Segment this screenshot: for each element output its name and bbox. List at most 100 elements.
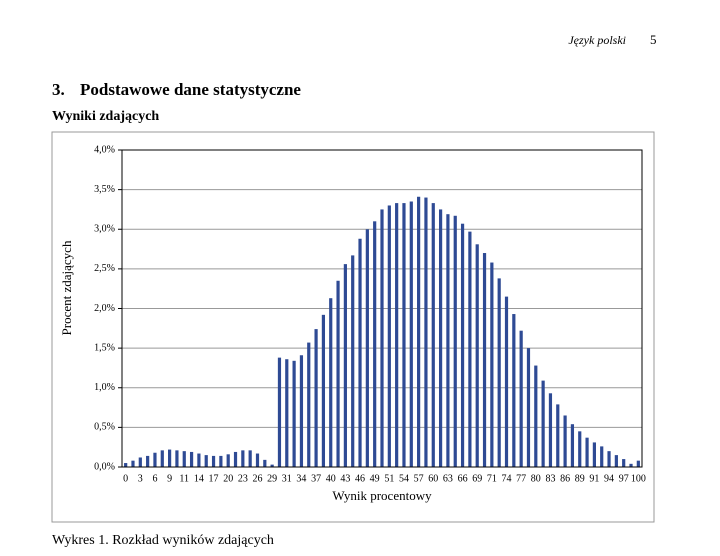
caption: Wykres 1. Rozkład wyników zdających bbox=[52, 533, 274, 548]
y-axis-label: Procent zdających bbox=[59, 240, 74, 335]
bar bbox=[585, 437, 589, 467]
bar bbox=[409, 201, 413, 467]
x-tick-label: 74 bbox=[502, 473, 512, 484]
bar bbox=[329, 298, 333, 467]
bar bbox=[248, 450, 252, 467]
bar bbox=[468, 231, 472, 467]
bar bbox=[446, 214, 450, 467]
header-subject: Język polski bbox=[568, 33, 626, 47]
bar bbox=[351, 255, 355, 467]
bar bbox=[453, 215, 457, 467]
bar bbox=[497, 278, 501, 467]
bar bbox=[570, 424, 575, 467]
bar bbox=[255, 453, 260, 467]
x-tick-label: 60 bbox=[428, 473, 438, 484]
x-tick-label: 31 bbox=[282, 473, 292, 484]
x-tick-label: 0 bbox=[123, 473, 128, 484]
x-tick-label: 86 bbox=[560, 473, 570, 484]
page-number: 5 bbox=[650, 32, 657, 47]
x-tick-label: 3 bbox=[138, 473, 143, 484]
bar bbox=[358, 238, 362, 467]
x-tick-label: 37 bbox=[311, 473, 321, 484]
bar bbox=[548, 393, 553, 467]
bar bbox=[270, 464, 274, 467]
x-tick-label: 11 bbox=[179, 473, 189, 484]
bar bbox=[395, 203, 399, 467]
bar bbox=[233, 451, 238, 467]
x-tick-label: 91 bbox=[589, 473, 599, 484]
bar bbox=[160, 450, 164, 467]
bar bbox=[607, 451, 611, 467]
bar bbox=[534, 365, 538, 467]
y-tick-label: 1,0% bbox=[94, 382, 115, 393]
bar bbox=[314, 329, 318, 467]
bar bbox=[292, 360, 296, 467]
bar bbox=[556, 404, 560, 467]
bar bbox=[614, 455, 618, 467]
bar bbox=[490, 262, 494, 467]
bar bbox=[431, 203, 435, 467]
bar bbox=[592, 442, 596, 467]
x-tick-label: 83 bbox=[545, 473, 555, 484]
x-tick-label: 6 bbox=[152, 473, 157, 484]
x-tick-label: 34 bbox=[296, 473, 306, 484]
x-tick-label: 63 bbox=[443, 473, 453, 484]
bar bbox=[321, 314, 326, 467]
bar bbox=[343, 264, 347, 467]
bar bbox=[263, 459, 267, 467]
bar bbox=[124, 463, 128, 467]
bar bbox=[182, 451, 186, 467]
x-tick-label: 29 bbox=[267, 473, 277, 484]
x-tick-label: 71 bbox=[487, 473, 497, 484]
bar bbox=[475, 244, 479, 467]
x-tick-label: 23 bbox=[238, 473, 248, 484]
bar bbox=[241, 450, 245, 467]
section-title: Podstawowe dane statystyczne bbox=[80, 80, 301, 99]
bar bbox=[504, 296, 509, 467]
bar bbox=[285, 359, 289, 467]
x-tick-label: 97 bbox=[619, 473, 629, 484]
bar bbox=[189, 451, 194, 467]
x-tick-label: 9 bbox=[167, 473, 172, 484]
y-tick-label: 0,0% bbox=[94, 461, 115, 472]
bar bbox=[211, 455, 216, 467]
x-tick-label: 100 bbox=[631, 473, 646, 484]
x-axis-label: Wynik procentowy bbox=[332, 488, 432, 503]
bar bbox=[204, 455, 208, 467]
bar bbox=[629, 463, 633, 467]
x-tick-label: 54 bbox=[399, 473, 409, 484]
x-tick-label: 26 bbox=[252, 473, 262, 484]
bar bbox=[299, 355, 304, 467]
y-tick-label: 0,5% bbox=[94, 422, 115, 433]
x-tick-label: 80 bbox=[531, 473, 541, 484]
x-tick-label: 89 bbox=[575, 473, 585, 484]
bar bbox=[365, 229, 369, 467]
y-tick-label: 3,0% bbox=[94, 224, 115, 235]
y-tick-label: 1,5% bbox=[94, 342, 115, 353]
x-tick-label: 57 bbox=[414, 473, 424, 484]
chart-frame bbox=[51, 131, 655, 523]
bar bbox=[578, 431, 582, 467]
subtitle: Wyniki zdających bbox=[52, 109, 159, 124]
x-tick-label: 20 bbox=[223, 473, 233, 484]
x-tick-label: 51 bbox=[384, 473, 394, 484]
bar bbox=[622, 459, 626, 467]
bar bbox=[563, 415, 567, 467]
x-tick-label: 46 bbox=[355, 473, 365, 484]
bar bbox=[168, 449, 172, 467]
x-tick-label: 49 bbox=[370, 473, 380, 484]
x-tick-label: 43 bbox=[340, 473, 350, 484]
bar bbox=[307, 342, 311, 467]
bar bbox=[526, 348, 531, 467]
plot: 0,0%0,5%1,0%1,5%2,0%2,5%3,0%3,5%4,0%0 3 6 9… bbox=[94, 144, 646, 484]
bar bbox=[226, 454, 230, 467]
bar bbox=[131, 460, 135, 467]
section-number: 3. bbox=[52, 80, 65, 99]
x-tick-label: 17 bbox=[209, 473, 219, 484]
bar bbox=[541, 380, 545, 467]
bar bbox=[336, 280, 340, 467]
bar bbox=[438, 209, 443, 467]
bar bbox=[380, 209, 384, 467]
plot-border bbox=[121, 149, 643, 468]
